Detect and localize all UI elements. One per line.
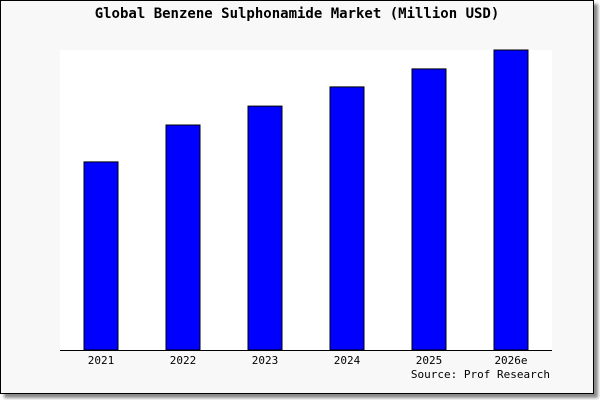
source-note: Source: Prof Research: [410, 368, 550, 381]
bar-2023: [247, 105, 283, 351]
x-tick-label: 2026e: [494, 354, 527, 367]
bar-2026e: [493, 49, 529, 351]
plot-area: [60, 50, 552, 350]
bar-2024: [329, 86, 365, 351]
x-tick-label: 2022: [170, 354, 197, 367]
bar-2021: [83, 161, 119, 351]
x-tick-label: 2021: [88, 354, 115, 367]
bar-2025: [411, 68, 447, 351]
x-tick-label: 2023: [252, 354, 279, 367]
x-tick-label: 2025: [416, 354, 443, 367]
chart-title: Global Benzene Sulphonamide Market (Mill…: [94, 6, 500, 22]
x-tick-label: 2024: [334, 354, 361, 367]
bar-2022: [165, 124, 201, 351]
